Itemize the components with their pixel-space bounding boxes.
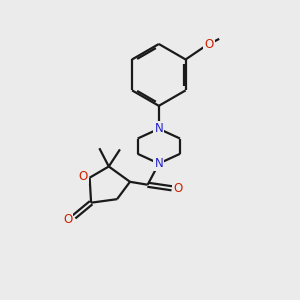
Text: O: O (63, 213, 72, 226)
Text: N: N (154, 122, 163, 135)
Text: O: O (174, 182, 183, 195)
Text: N: N (154, 157, 163, 170)
Text: O: O (79, 170, 88, 183)
Text: O: O (204, 38, 214, 51)
